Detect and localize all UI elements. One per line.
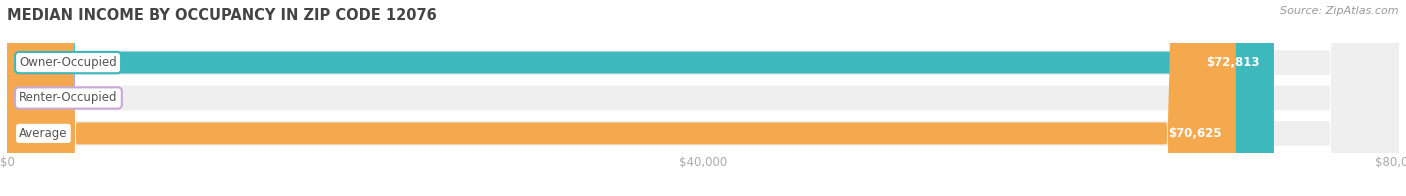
FancyBboxPatch shape [0, 0, 77, 196]
Text: Owner-Occupied: Owner-Occupied [20, 56, 117, 69]
FancyBboxPatch shape [7, 0, 1399, 196]
Text: Source: ZipAtlas.com: Source: ZipAtlas.com [1281, 6, 1399, 16]
Text: $72,813: $72,813 [1206, 56, 1260, 69]
Text: Renter-Occupied: Renter-Occupied [20, 92, 118, 104]
FancyBboxPatch shape [7, 0, 1274, 196]
Text: $0: $0 [59, 92, 75, 104]
Text: MEDIAN INCOME BY OCCUPANCY IN ZIP CODE 12076: MEDIAN INCOME BY OCCUPANCY IN ZIP CODE 1… [7, 8, 437, 23]
Text: $70,625: $70,625 [1168, 127, 1222, 140]
FancyBboxPatch shape [7, 0, 1236, 196]
FancyBboxPatch shape [7, 0, 1399, 196]
FancyBboxPatch shape [7, 0, 1399, 196]
Text: Average: Average [20, 127, 67, 140]
